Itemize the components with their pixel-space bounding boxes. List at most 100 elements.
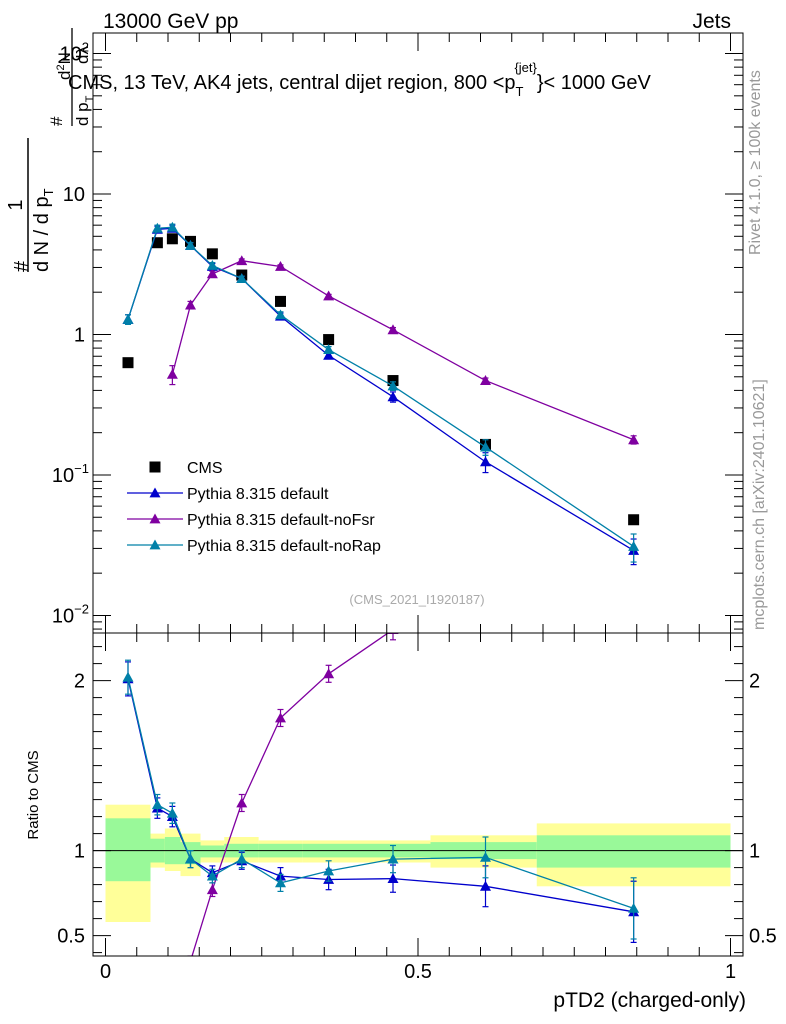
ylabel-num-b: 2 bbox=[55, 64, 67, 70]
main-series-marker-3 bbox=[206, 259, 218, 270]
y-tick-label-exp: −2 bbox=[74, 601, 89, 616]
rivet-label: Rivet 4.1.0, ≥ 100k events bbox=[747, 70, 764, 255]
main-title-sup: {jet} bbox=[514, 60, 537, 75]
main-title: CMS, 13 TeV, AK4 jets, central dijet reg… bbox=[68, 60, 652, 99]
stat-uncertainty-band bbox=[536, 835, 731, 868]
y-tick-label: 1 bbox=[74, 324, 85, 346]
cms-data-point bbox=[275, 295, 286, 307]
ylabel-dpt-a: d p bbox=[73, 102, 92, 126]
main-series-line-2 bbox=[171, 260, 634, 441]
legend-label: Pythia 8.315 default bbox=[187, 486, 329, 503]
ylabel-num: d2N bbox=[55, 52, 74, 80]
main-series-marker-2 bbox=[275, 260, 286, 271]
main-series-marker-2 bbox=[480, 375, 491, 385]
ratio-series-marker-2 bbox=[387, 853, 399, 864]
ratio-series-marker-2 bbox=[185, 853, 196, 864]
y-tick-label: 10 bbox=[63, 184, 85, 206]
legend-marker bbox=[149, 539, 161, 550]
main-series-marker-2 bbox=[206, 268, 218, 279]
ylabel-one: 1 bbox=[5, 199, 27, 210]
y-tick-label: 10−2 bbox=[52, 601, 89, 627]
ratio-series-marker-1 bbox=[190, 955, 191, 956]
ylabel-dpt: d pT bbox=[73, 95, 96, 126]
y-tick-label-exp: 2 bbox=[82, 40, 89, 55]
y-tick-label-base: 10 bbox=[52, 605, 74, 627]
ratio-y-tick-label-right: 2 bbox=[749, 671, 760, 693]
ratio-series-marker-1 bbox=[323, 668, 335, 679]
cms-data-point bbox=[206, 248, 218, 260]
main-series-marker-1 bbox=[323, 349, 335, 360]
x-axis-label: pTD2 (charged-only) bbox=[553, 989, 746, 1012]
ylabel-den-a: d N / d p bbox=[31, 196, 53, 272]
legend-marker bbox=[149, 513, 161, 524]
y-tick-label-base: 10 bbox=[60, 44, 82, 66]
main-series-marker-3 bbox=[151, 222, 163, 233]
main-series-marker-3 bbox=[480, 441, 491, 452]
header-right: Jets bbox=[692, 10, 731, 33]
ratio-axis-ticks: 0 0.5 1 0.5 0.5 1 1 2 2 bbox=[57, 633, 777, 983]
ratio-series-marker-2 bbox=[480, 851, 491, 862]
site-label: mcplots.cern.ch [arXiv:2401.10621] bbox=[751, 379, 768, 630]
legend-label: Pythia 8.315 default-noFsr bbox=[187, 512, 375, 529]
cms-data-point bbox=[323, 334, 335, 346]
ratio-y-tick-label-right: 0.5 bbox=[749, 926, 777, 948]
x-tick-label: 0.5 bbox=[404, 961, 432, 983]
main-series-marker-2 bbox=[387, 324, 399, 335]
ratio-series-line-1 bbox=[191, 633, 390, 956]
legend-marker bbox=[149, 487, 161, 498]
main-series-marker-3 bbox=[122, 313, 134, 324]
main-title-pre: CMS, 13 TeV, AK4 jets, central dijet reg… bbox=[68, 72, 516, 94]
analysis-tag: (CMS_2021_I1920187) bbox=[349, 592, 484, 607]
ratio-y-tick-label: 1 bbox=[74, 841, 85, 863]
x-tick-label: 1 bbox=[725, 961, 736, 983]
ratio-series-layer bbox=[122, 386, 640, 956]
main-series-marker-2 bbox=[323, 290, 335, 301]
ratio-uncertainty-bands bbox=[105, 804, 731, 922]
ylabel-num-c: N bbox=[55, 52, 74, 64]
ylabel-num-a: d bbox=[55, 71, 74, 80]
ratio-series-marker-2 bbox=[628, 902, 640, 913]
ratio-series-marker-1 bbox=[480, 531, 491, 541]
legend: CMS Pythia 8.315 default Pythia 8.315 defa… bbox=[127, 460, 381, 555]
main-series-marker-1 bbox=[480, 456, 491, 467]
y-tick-label: 10−1 bbox=[52, 461, 89, 487]
main-series-marker-3 bbox=[323, 344, 335, 355]
ylabel-den-b: T bbox=[41, 188, 56, 196]
x-tick-label: 0 bbox=[100, 961, 111, 983]
main-series-marker-3 bbox=[185, 239, 196, 250]
ylabel-hash-a: # bbox=[11, 260, 33, 272]
main-series-marker-2 bbox=[628, 434, 640, 445]
ratio-series-marker-0 bbox=[480, 880, 491, 891]
main-ylabel: # 1 d N / d pT # d2N d pT dλ bbox=[5, 28, 96, 272]
ratio-series-marker-1 bbox=[236, 797, 248, 808]
ratio-y-tick-label: 0.5 bbox=[57, 926, 85, 948]
ratio-series-marker-1 bbox=[206, 884, 218, 895]
legend-label: CMS bbox=[187, 460, 223, 477]
y-tick-label: 102 bbox=[60, 40, 89, 66]
ylabel-hash-b: # bbox=[47, 116, 66, 126]
main-series-marker-3 bbox=[275, 309, 286, 320]
stat-uncertainty-band bbox=[200, 845, 225, 858]
header-left: 13000 GeV pp bbox=[103, 10, 238, 33]
main-series-marker-3 bbox=[628, 540, 640, 551]
main-series-marker-3 bbox=[387, 380, 399, 391]
ratio-series-marker-2 bbox=[236, 853, 248, 864]
legend-marker-cms bbox=[149, 461, 161, 473]
ratio-series-marker-1 bbox=[628, 386, 639, 396]
ratio-series-marker-2 bbox=[206, 870, 218, 881]
ratio-series-marker-0 bbox=[387, 873, 399, 884]
cms-data-point bbox=[151, 237, 163, 249]
main-title-post: }< 1000 GeV bbox=[537, 72, 652, 94]
ratio-y-tick-label: 2 bbox=[74, 671, 85, 693]
ylabel-dl: dλ bbox=[73, 46, 92, 64]
ratio-series-marker-2 bbox=[151, 799, 163, 810]
cms-data-point bbox=[122, 357, 134, 369]
ratio-series-marker-2 bbox=[323, 865, 335, 876]
main-title-sub: T bbox=[516, 84, 524, 99]
stat-uncertainty-band bbox=[105, 818, 151, 882]
ratio-series-marker-1 bbox=[275, 712, 286, 723]
cms-data-point bbox=[628, 514, 640, 526]
ratio-series-marker-2 bbox=[166, 807, 178, 818]
